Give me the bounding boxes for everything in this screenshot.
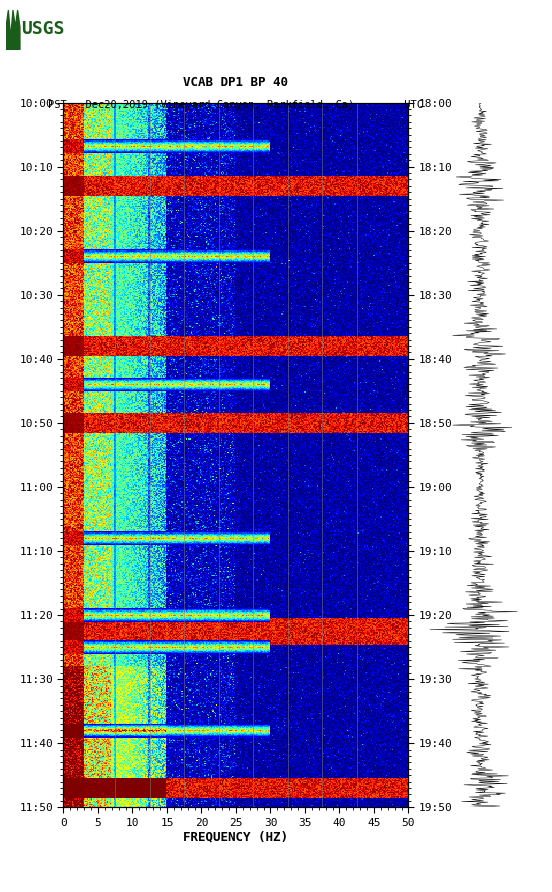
X-axis label: FREQUENCY (HZ): FREQUENCY (HZ): [183, 830, 289, 844]
Text: USGS: USGS: [21, 20, 65, 38]
Text: PST   Dec20,2019 (Vineyard Canyon, Parkfield, Ca)        UTC: PST Dec20,2019 (Vineyard Canyon, Parkfie…: [49, 100, 423, 110]
Text: VCAB DP1 BP 40: VCAB DP1 BP 40: [183, 76, 289, 89]
